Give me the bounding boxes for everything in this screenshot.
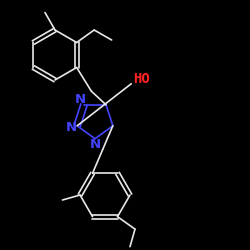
Text: N: N bbox=[90, 138, 101, 151]
Text: N: N bbox=[75, 93, 86, 106]
Text: N: N bbox=[66, 121, 77, 134]
Text: HO: HO bbox=[133, 72, 150, 86]
